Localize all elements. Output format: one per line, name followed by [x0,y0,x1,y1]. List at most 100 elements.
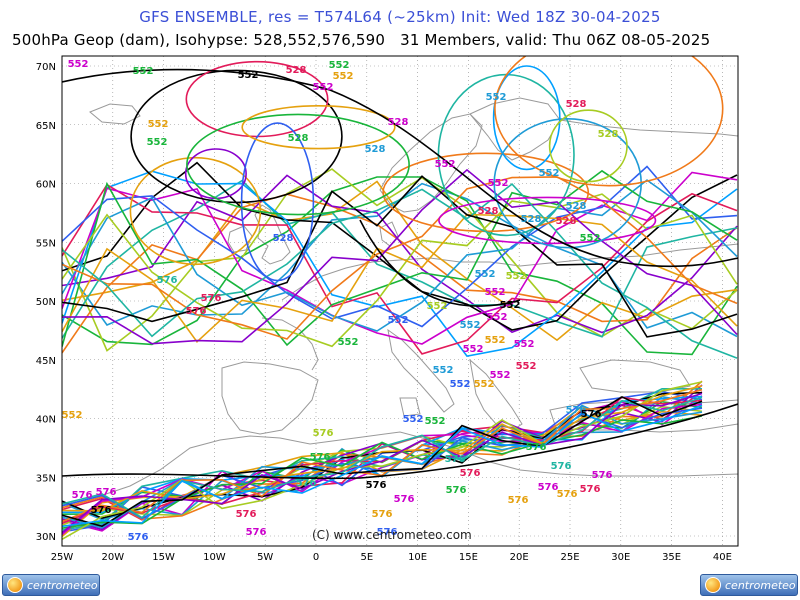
isohypse-value-label: 552 [62,410,83,421]
lat-tick-label: 65N [36,121,56,132]
isohypse-value-label: 576 [310,452,331,463]
isohypse-552 [62,161,738,331]
lon-tick-label: 35E [662,552,681,563]
lon-tick-label: 0 [313,552,319,563]
isohypse-576 [62,385,703,512]
lon-tick-label: 40E [713,552,732,563]
isohypse-576 [62,396,703,519]
isohypse-value-label: 552 [313,82,334,93]
globe-icon [705,577,721,593]
lon-tick-label: 25W [51,552,74,563]
centrometeo-logo-right[interactable]: centrometeo [700,574,798,596]
isohypse-value-label: 528 [598,129,619,140]
isohypse-value-label: 552 [580,233,601,244]
isohypse-value-label: 528 [521,214,542,225]
lat-tick-label: 35N [36,473,56,484]
lon-tick-label: 15E [459,552,478,563]
isohypse-value-label: 552 [516,361,537,372]
isohypse-value-label: 576 [96,487,117,498]
isohypse-value-label: 552 [514,339,535,350]
isohypse-value-label: 552 [488,178,509,189]
isohypse-552 [62,175,738,338]
isohypse-value-label: 576 [538,482,559,493]
isohypse-576 [62,395,703,528]
lon-tick-label: 20W [101,552,124,563]
isohypse-552 [62,168,738,352]
isohypse-value-label: 576 [296,478,317,489]
isohypse-value-label: 552 [485,287,506,298]
lat-tick-label: 40N [36,415,56,426]
lon-tick-label: 10W [203,552,226,563]
globe-icon [7,577,23,593]
isohypse-value-label: 528 [365,144,386,155]
subtitle-valid-time: 31 Members, valid: Thu 06Z 08-05-2025 [400,31,711,49]
isohypse-528 [494,56,724,187]
lon-tick-label: 20E [510,552,529,563]
isohypse-value-label: 576 [372,509,393,520]
lat-lon-grid [62,56,738,546]
isohypse-control [359,219,521,307]
isohypse-528 [186,113,410,216]
isohypse-value-label: 552 [435,159,456,170]
isohypse-528 [184,148,247,200]
isohypse-value-label: 552 [147,137,168,148]
isohypse-552 [62,179,738,332]
lon-tick-label: 5W [257,552,273,563]
isohypse-value-label: 552 [487,312,508,323]
isohypse-value-label: 528 [288,133,309,144]
lat-tick-label: 45N [36,356,56,367]
isohypse-576 [62,415,703,529]
isohypse-value-label: 576 [128,532,149,543]
isohypse-552 [62,213,738,343]
isohypse-value-label: 552 [475,269,496,280]
isohypse-552 [62,176,738,356]
isohypse-value-label: 552 [338,337,359,348]
isohypse-value-label: 576 [557,489,578,500]
isohypse-value-label: 552 [474,379,495,390]
isohypse-value-label: 552 [329,60,350,71]
isohypse-576 [62,404,703,528]
lat-tick-label: 55N [36,238,56,249]
isohypse-value-label: 552 [403,414,424,425]
isohypse-value-label: 528 [556,216,577,227]
isohypse-value-label: 576 [366,480,387,491]
isohypse-value-label: 576 [445,454,466,465]
isohypse-552 [62,170,738,357]
lat-tick-label: 50N [36,297,56,308]
isohypse-528 [548,109,628,183]
isohypse-528 [492,65,561,171]
isohypse-value-label: 552 [539,168,560,179]
isohypse-value-label: 528 [478,206,499,217]
map-title: GFS ENSEMBLE, res = T574L64 (~25km) Init… [139,8,661,26]
isohypse-value-label: 552 [500,300,521,311]
isohypse-value-label: 576 [186,306,207,317]
subtitle-variable: 500hPa Geop (dam), Isohypse: 528,552,576… [12,31,386,49]
isohypse-528 [438,196,657,245]
isohypse-value-label: 552 [490,370,511,381]
isohypse-value-label: 576 [313,428,334,439]
isohypse-value-label: 576 [91,505,112,516]
isohypse-value-label: 552 [463,344,484,355]
ensemble-isohypses [62,56,738,541]
isohypse-value-label: 576 [580,484,601,495]
lat-tick-label: 70N [36,62,56,73]
isohypse-value-label: 576 [508,495,529,506]
lat-tick-label: 60N [36,180,56,191]
isohypse-552 [62,176,738,340]
isohypse-552 [62,174,738,334]
isohypse-value-label: 576 [236,509,257,520]
isohypse-528 [241,104,396,150]
isohypse-value-label: 552 [427,301,448,312]
isohypse-576 [62,381,703,541]
isohypse-576 [62,392,703,534]
isohypse-value-label: 576 [246,527,267,538]
isohypse-value-label: 528 [566,201,587,212]
centrometeo-logo-left[interactable]: centrometeo [2,574,100,596]
isohypse-value-label: 552 [148,119,169,130]
isohypse-552 [62,168,738,345]
isohypse-552 [62,193,738,348]
isohypse-value-label: 576 [592,470,613,481]
isohypse-value-label: 528 [566,99,587,110]
isohypse-value-label: 576 [201,293,222,304]
isohypse-value-label: 576 [566,405,587,416]
